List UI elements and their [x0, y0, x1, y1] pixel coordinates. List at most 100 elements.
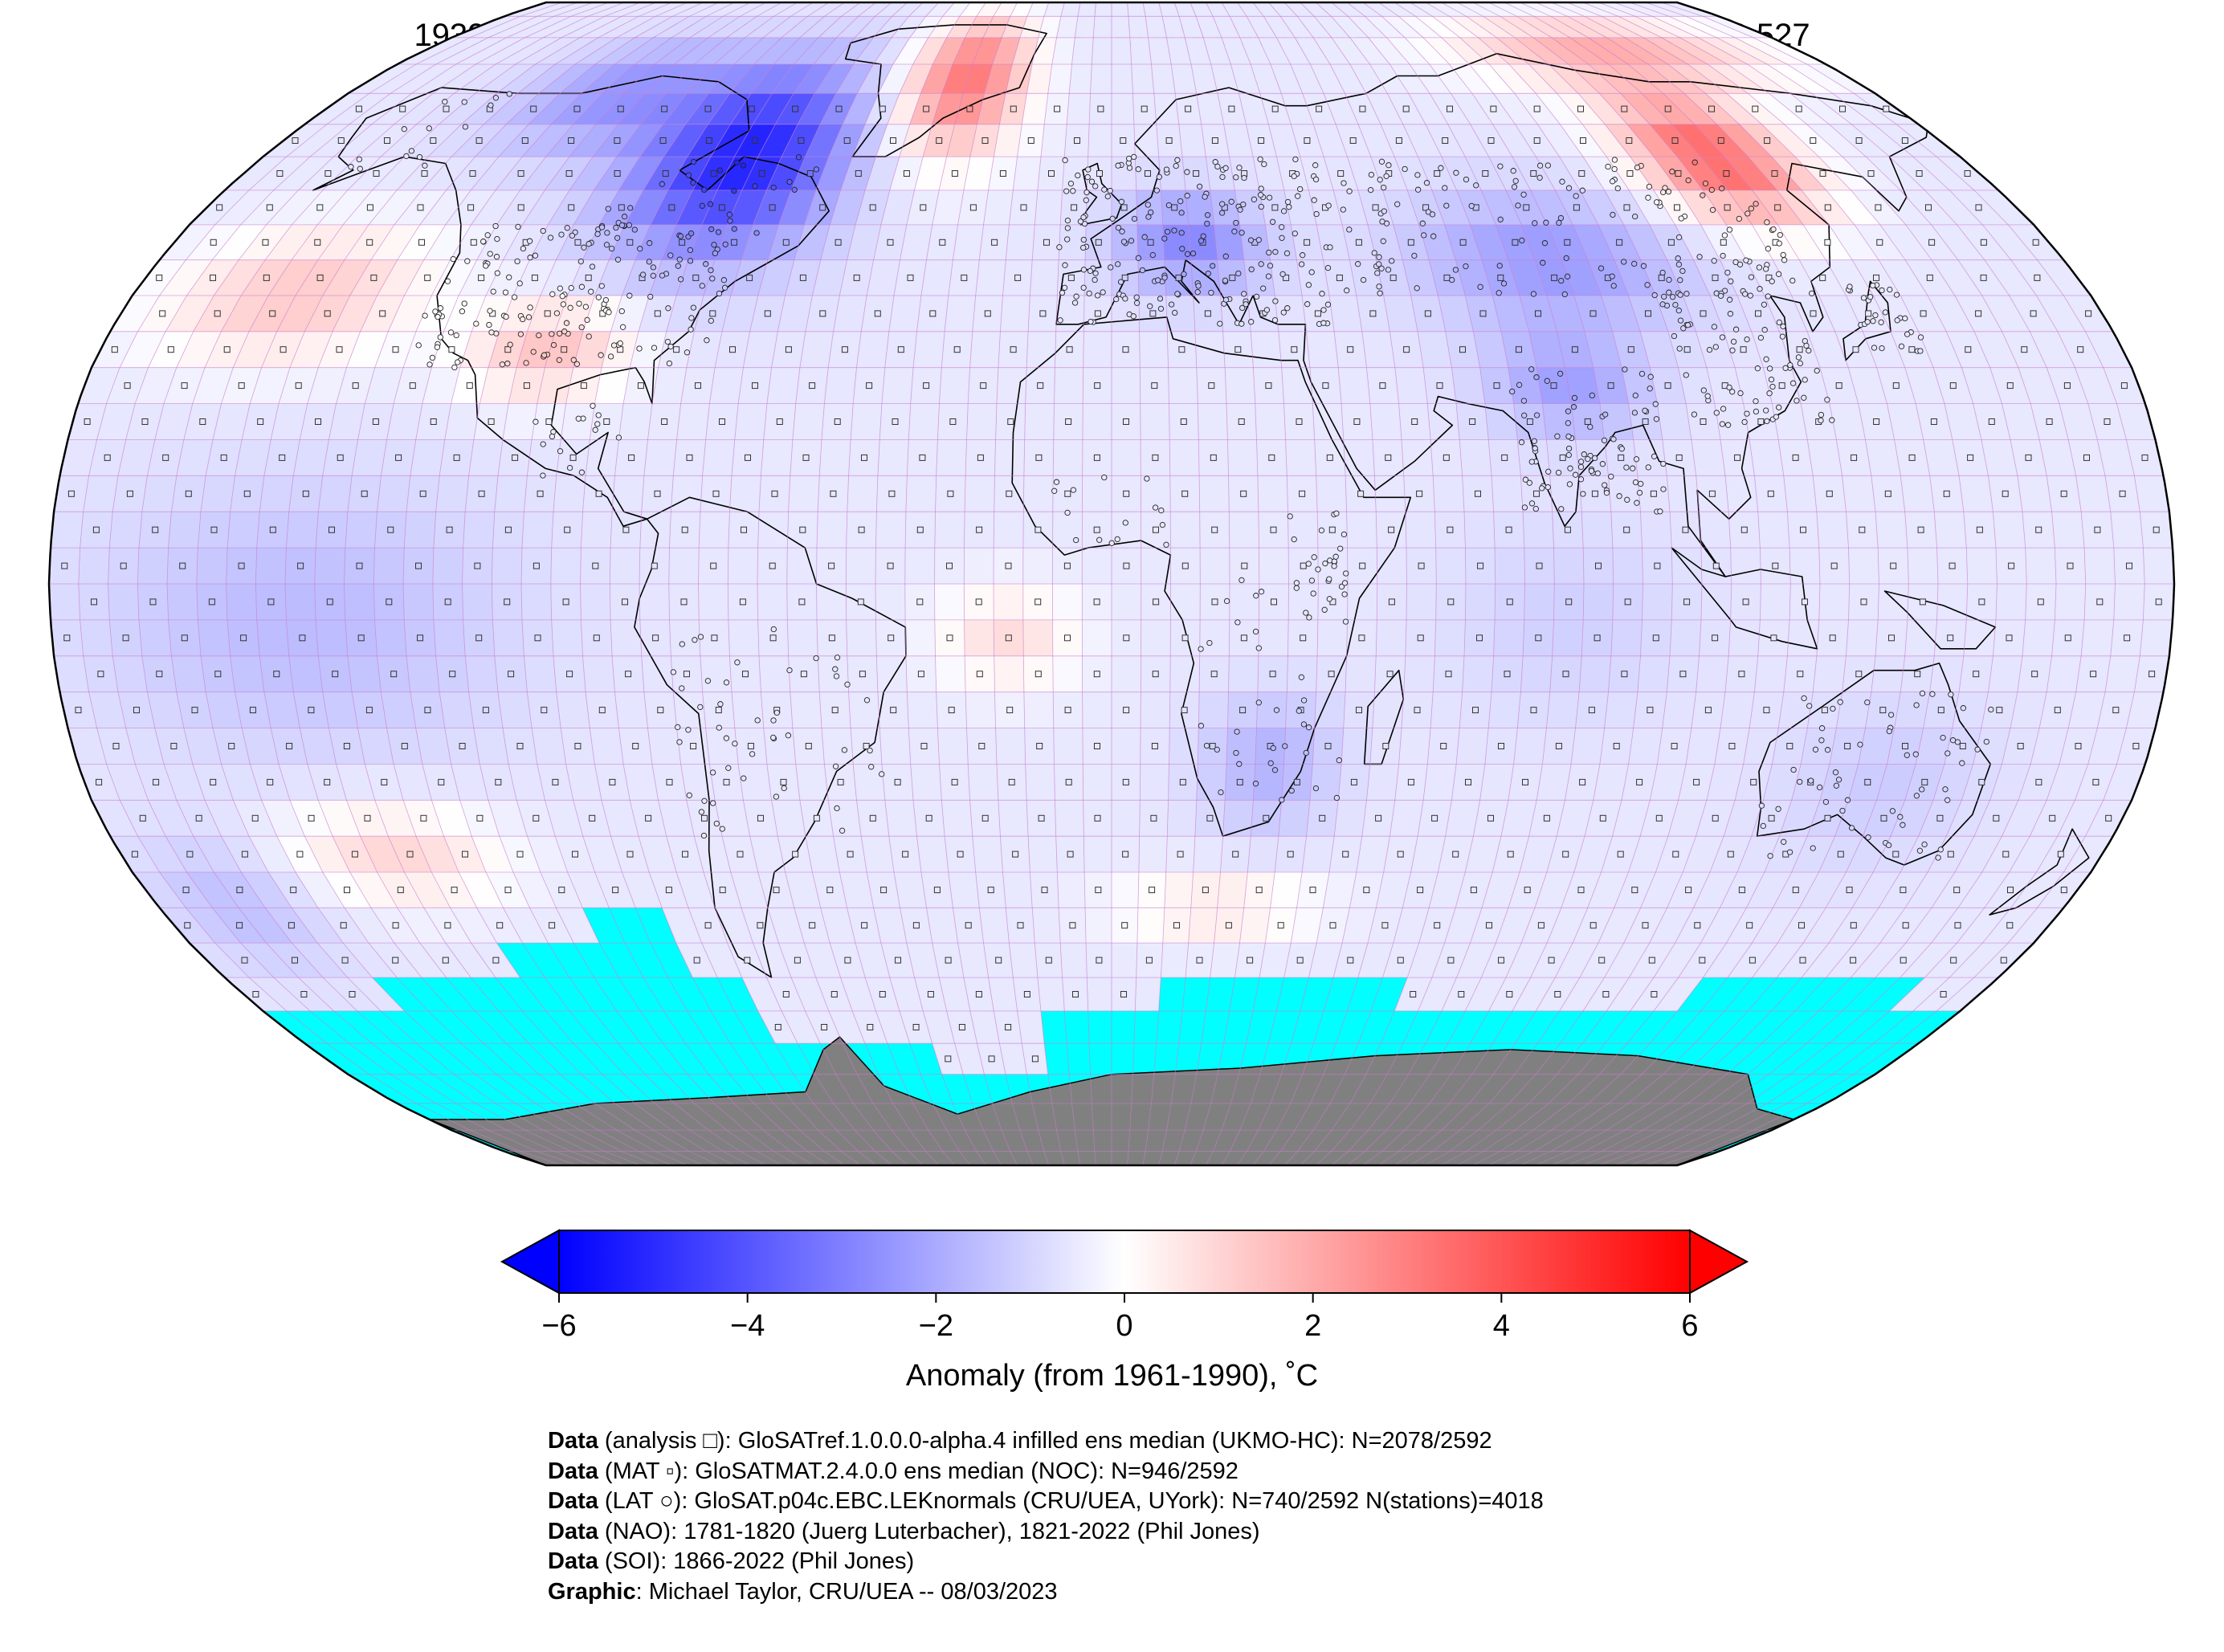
grid-cell	[1523, 512, 1554, 549]
analysis-marker	[1031, 1055, 1039, 1063]
analysis-marker	[181, 382, 188, 390]
grid-cell	[1112, 584, 1141, 620]
station-marker	[1473, 182, 1479, 189]
station-marker	[1325, 202, 1332, 209]
station-marker	[1423, 180, 1430, 186]
grid-cell	[595, 1043, 645, 1075]
grid-cell	[1138, 836, 1168, 872]
station-marker	[1147, 303, 1153, 309]
analysis-marker	[861, 922, 868, 929]
analysis-marker	[626, 239, 634, 246]
station-marker	[429, 354, 436, 361]
grid-cell	[1323, 872, 1357, 908]
grid-cell	[1067, 1043, 1091, 1075]
analysis-marker	[336, 346, 343, 353]
station-marker	[1381, 208, 1387, 214]
station-marker	[1414, 186, 1422, 193]
analysis-marker	[1296, 418, 1303, 425]
grid-cell	[805, 836, 840, 872]
grid-cell	[1557, 800, 1594, 837]
station-marker	[1346, 188, 1353, 194]
station-marker	[1092, 183, 1099, 190]
analysis-marker	[771, 490, 778, 497]
grid-cell	[1169, 728, 1199, 765]
grid-cell	[994, 584, 1023, 620]
grid-cell	[954, 1043, 985, 1075]
station-marker	[1181, 271, 1187, 277]
grid-cell	[1206, 977, 1235, 1011]
grid-cell	[676, 403, 710, 440]
grid-cell	[1492, 1010, 1536, 1044]
analysis-marker	[308, 814, 315, 822]
station-marker	[1253, 293, 1260, 300]
grid-cell	[702, 439, 735, 476]
analysis-marker	[1397, 957, 1404, 964]
analysis-marker	[1271, 598, 1277, 606]
station-marker	[1247, 237, 1255, 243]
station-marker	[773, 793, 780, 800]
analysis-marker	[951, 778, 958, 785]
grid-cell	[316, 619, 348, 656]
station-marker	[1631, 260, 1638, 267]
analysis-marker	[1819, 274, 1826, 281]
analysis-marker	[2002, 850, 2010, 858]
grid-cell	[828, 1010, 865, 1044]
station-marker	[1449, 276, 1455, 283]
analysis-marker	[705, 137, 712, 144]
analysis-marker	[715, 707, 722, 714]
station-marker	[664, 338, 671, 345]
analysis-marker	[2008, 562, 2015, 569]
station-marker	[488, 329, 495, 336]
station-marker	[1676, 345, 1683, 352]
analysis-marker	[1636, 778, 1643, 785]
station-marker	[1897, 814, 1904, 820]
grid-cell	[406, 655, 440, 692]
station-marker	[426, 125, 432, 132]
station-marker	[1521, 412, 1528, 418]
grid-cell	[1193, 836, 1223, 872]
station-marker	[1773, 414, 1780, 420]
analysis-marker	[1959, 743, 1966, 749]
analysis-marker	[241, 957, 248, 964]
analysis-marker	[561, 346, 568, 353]
station-marker	[617, 340, 623, 347]
grid-cell	[1017, 1010, 1045, 1044]
analysis-marker	[855, 170, 862, 177]
analysis-marker	[1671, 137, 1679, 144]
station-marker	[1685, 177, 1691, 184]
analysis-marker	[1443, 454, 1450, 461]
station-marker	[1599, 461, 1606, 467]
analysis-marker	[668, 204, 675, 211]
analysis-marker	[1037, 382, 1044, 390]
station-marker	[1832, 769, 1839, 776]
station-marker	[1528, 500, 1536, 507]
grid-cell	[1900, 475, 1935, 512]
grid-cell	[1813, 655, 1847, 692]
station-marker	[1543, 219, 1549, 226]
station-marker	[1711, 324, 1718, 330]
colorbar-tick-label: 2	[1304, 1309, 1321, 1343]
grid-cell	[1573, 836, 1613, 872]
grid-cell	[403, 584, 434, 620]
grid-cell	[1670, 619, 1701, 656]
grid-cell	[848, 691, 880, 728]
analysis-marker	[214, 310, 221, 317]
analysis-marker	[1319, 814, 1326, 822]
grid-cell	[1023, 691, 1054, 728]
station-marker	[1879, 345, 1885, 352]
analysis-marker	[1505, 526, 1512, 533]
station-marker	[584, 316, 590, 324]
station-marker	[1152, 504, 1159, 511]
grid-cell	[1627, 1010, 1678, 1044]
analysis-marker	[1123, 634, 1130, 642]
station-marker	[1776, 319, 1782, 326]
grid-cell	[994, 512, 1024, 549]
analysis-marker	[1122, 346, 1129, 353]
analysis-marker	[1699, 957, 1706, 964]
station-marker	[1292, 156, 1299, 163]
station-marker	[493, 330, 500, 337]
station-marker	[1768, 376, 1775, 383]
analysis-marker	[240, 634, 247, 642]
grid-cell	[322, 691, 358, 728]
station-marker	[701, 797, 708, 804]
